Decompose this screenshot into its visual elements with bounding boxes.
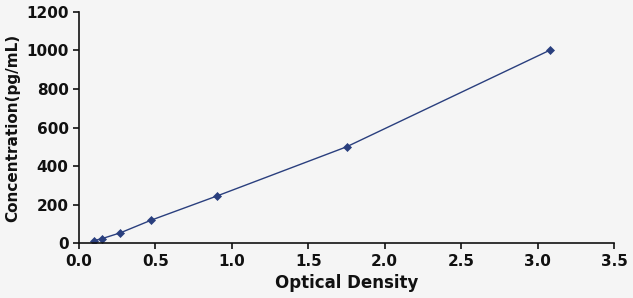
X-axis label: Optical Density: Optical Density: [275, 274, 418, 292]
Y-axis label: Concentration(pg/mL): Concentration(pg/mL): [6, 33, 20, 222]
